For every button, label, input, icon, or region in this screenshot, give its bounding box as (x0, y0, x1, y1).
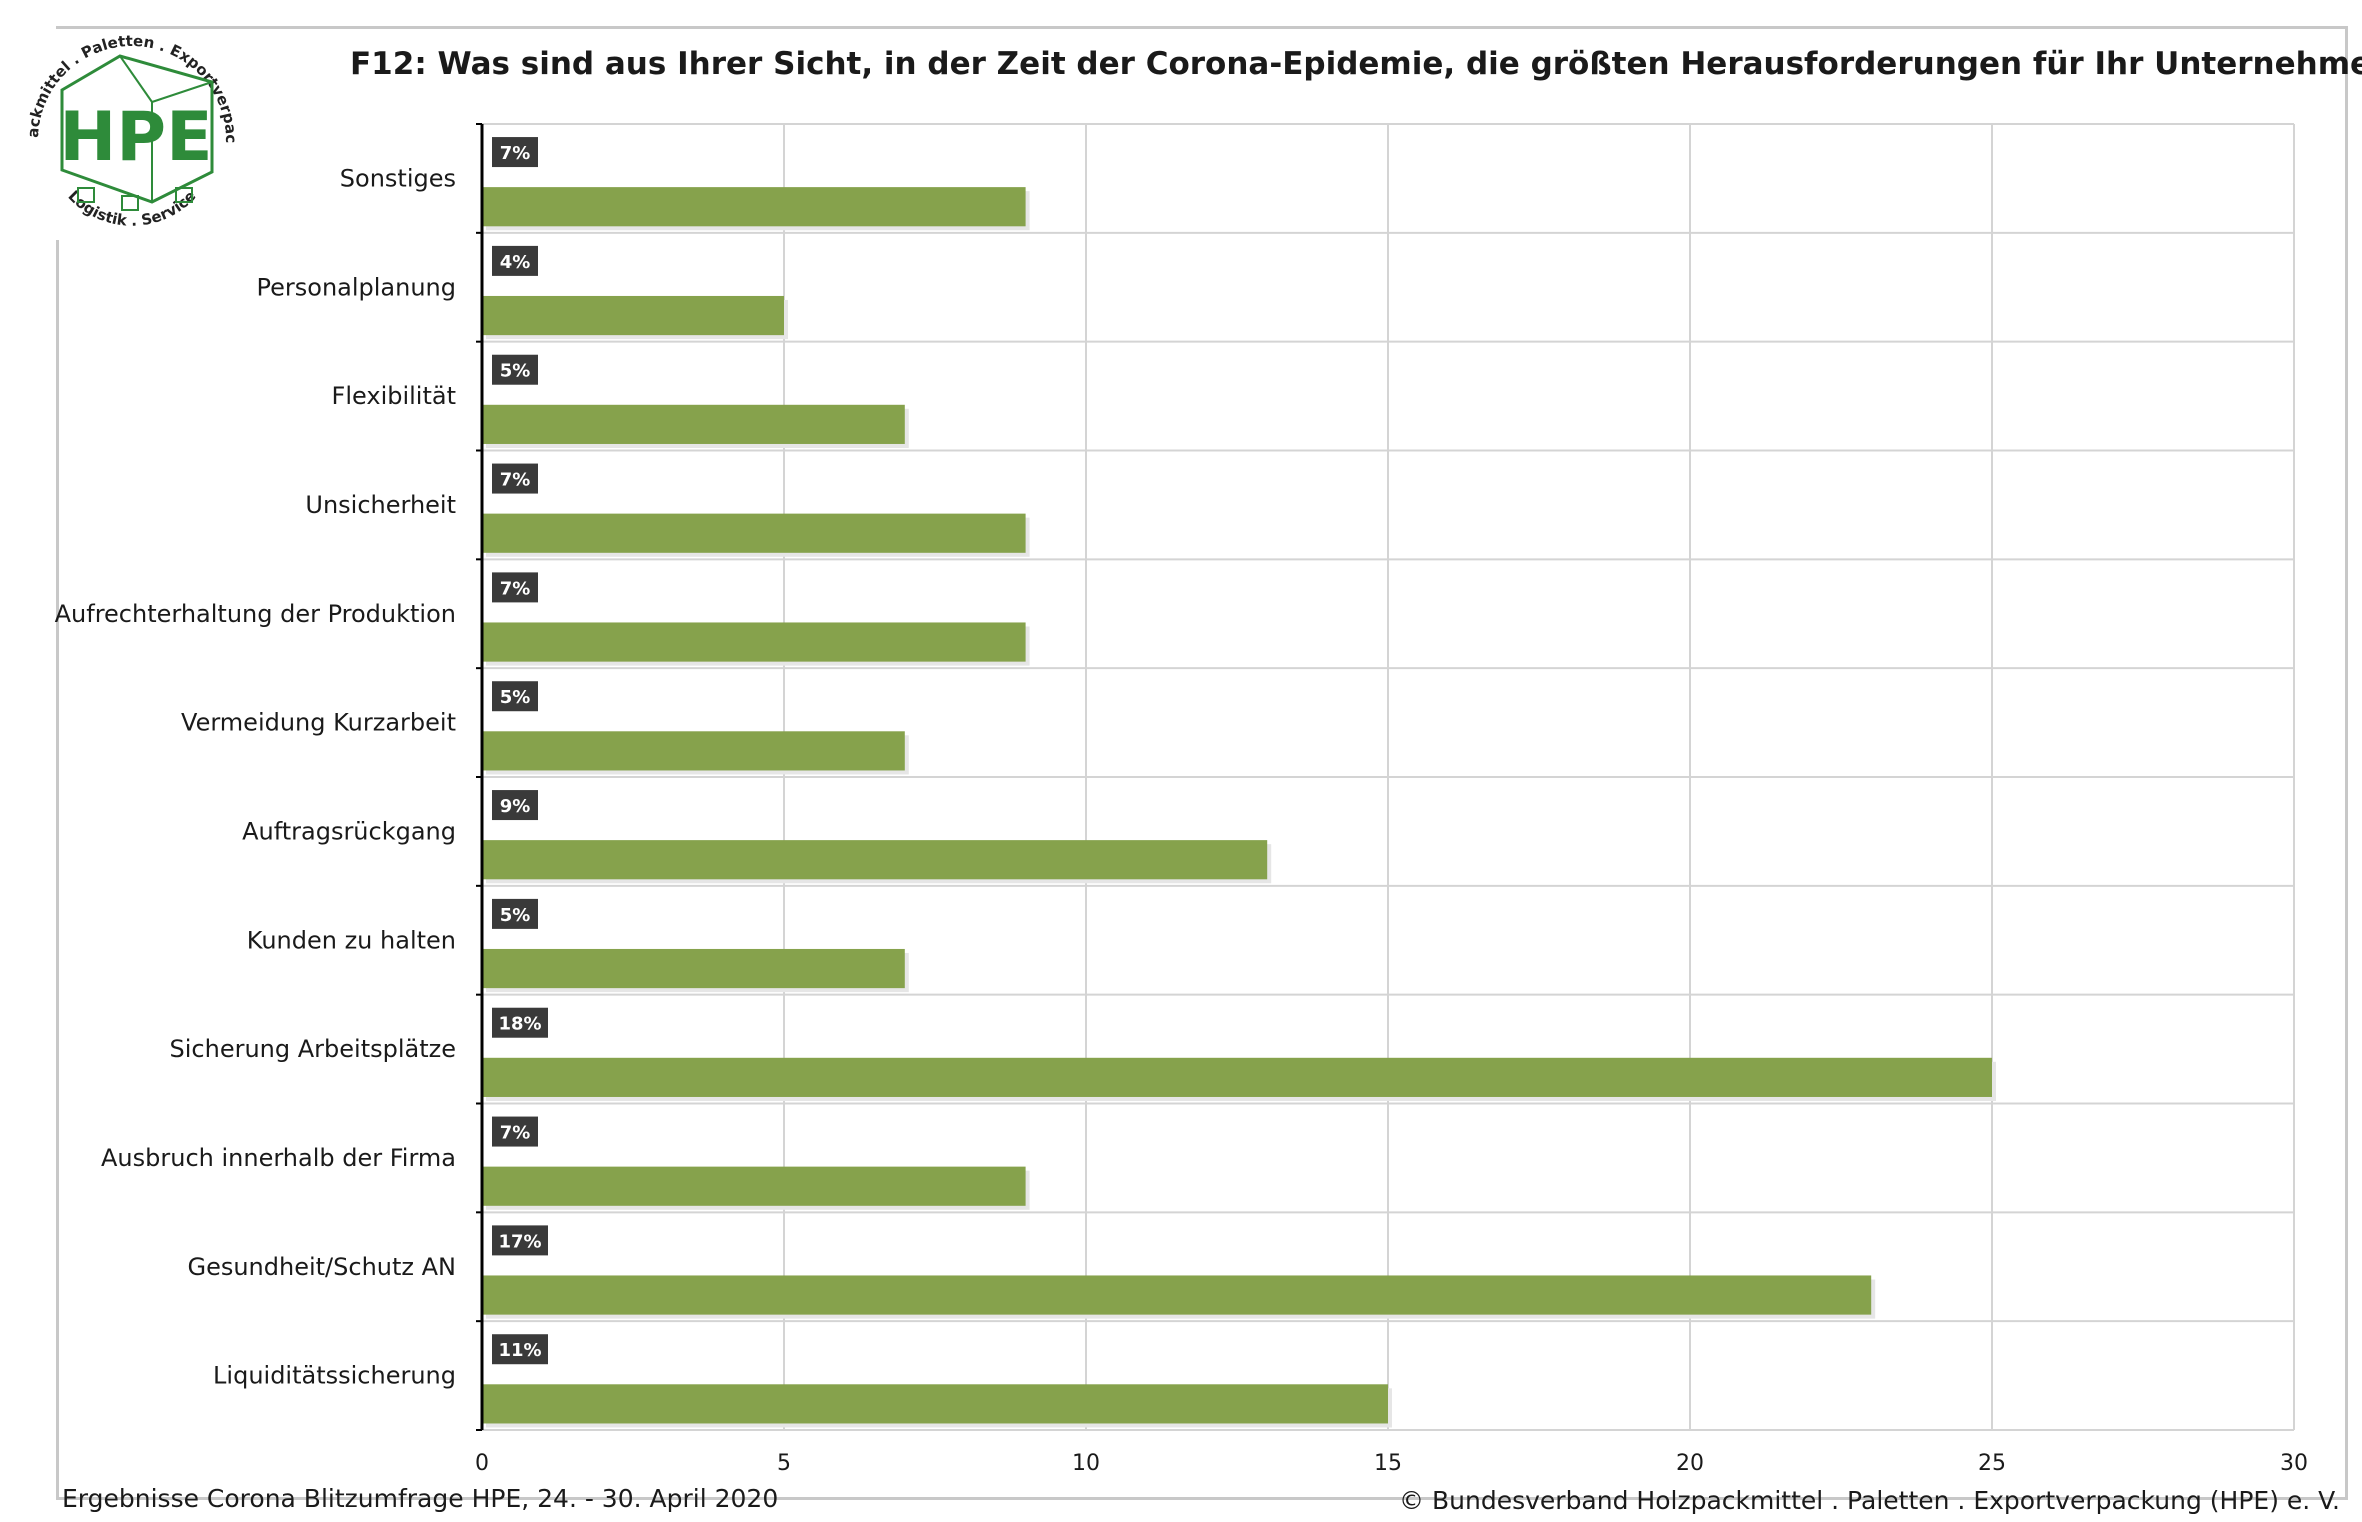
data-label: 17% (498, 1231, 541, 1252)
bar (482, 948, 905, 989)
data-label: 5% (500, 361, 531, 382)
data-label: 7% (500, 143, 531, 164)
grid-layer (482, 123, 2295, 1431)
data-label: 11% (498, 1340, 541, 1361)
bar (482, 1275, 1872, 1315)
data-label-badge (492, 137, 538, 168)
bar (482, 622, 1026, 662)
chart-title: F12: Was sind aus Ihrer Sicht, in der Ze… (350, 46, 2362, 82)
label-layer: 0 5 10 15 20 25 30 Sonstiges 7% Personalplanung 4%… (55, 137, 2308, 1476)
category-label: Vermeidung Kurzarbeit (181, 709, 456, 737)
data-label: 5% (500, 687, 531, 708)
logo-text: HPE (59, 98, 212, 177)
data-label-badge (492, 898, 538, 929)
bar (482, 1384, 1388, 1424)
category-label: Flexibilität (332, 382, 456, 410)
bar (482, 840, 1268, 880)
category-label: Unsicherheit (305, 491, 456, 519)
x-tick-label: 30 (2280, 1451, 2308, 1476)
bar (482, 731, 905, 771)
data-label-badge (492, 1225, 548, 1256)
x-tick-label: 20 (1676, 1451, 1704, 1476)
x-tick-label: 10 (1072, 1451, 1100, 1476)
data-label-badge (492, 790, 538, 821)
data-label: 7% (500, 470, 531, 491)
bar (482, 1166, 1026, 1206)
x-tick-label: 15 (1374, 1451, 1402, 1476)
category-label: Sonstiges (340, 164, 456, 192)
bar (482, 187, 1026, 227)
data-label-badge (492, 245, 538, 276)
data-label: 7% (500, 1123, 531, 1144)
data-label: 5% (500, 905, 531, 926)
bar (482, 513, 1026, 553)
bar (482, 1057, 1992, 1097)
data-label: 4% (500, 252, 531, 273)
data-label: 18% (498, 1014, 541, 1035)
footer-copyright: © Bundesverband Holzpackmittel . Palette… (1399, 1486, 2340, 1515)
chart-frame-left (56, 240, 59, 1500)
bar (482, 404, 905, 444)
data-label-badge (492, 463, 538, 494)
category-label: Liquiditätssicherung (213, 1362, 456, 1390)
category-label: Auftragsrückgang (242, 817, 456, 845)
data-label-badge (492, 1334, 548, 1365)
footer-source: Ergebnisse Corona Blitzumfrage HPE, 24. … (62, 1484, 779, 1513)
chart-frame (56, 26, 2348, 1498)
data-label-badge (492, 354, 538, 385)
x-tick-label: 25 (1978, 1451, 2006, 1476)
category-label: Gesundheit/Schutz AN (187, 1253, 456, 1281)
hpe-logo: Holzpackmittel . Paletten . Exportverpac… (12, 10, 240, 230)
data-label: 9% (500, 796, 531, 817)
bar (482, 295, 784, 336)
data-label: 7% (500, 578, 531, 599)
data-label-badge (492, 1007, 548, 1038)
category-label: Sicherung Arbeitsplätze (170, 1035, 456, 1063)
x-tick-label: 0 (475, 1451, 489, 1476)
category-label: Ausbruch innerhalb der Firma (101, 1144, 456, 1172)
category-label: Aufrechterhaltung der Produktion (55, 600, 456, 628)
x-tick-label: 5 (777, 1451, 791, 1476)
chart-frame-bottom (56, 1497, 2348, 1500)
bar-layer (482, 187, 1996, 1428)
data-label-badge (492, 681, 538, 712)
category-label: Personalplanung (257, 273, 457, 301)
data-label-badge (492, 572, 538, 603)
data-label-badge (492, 1116, 538, 1147)
category-label: Kunden zu halten (247, 926, 456, 954)
axis-layer (476, 123, 484, 1431)
